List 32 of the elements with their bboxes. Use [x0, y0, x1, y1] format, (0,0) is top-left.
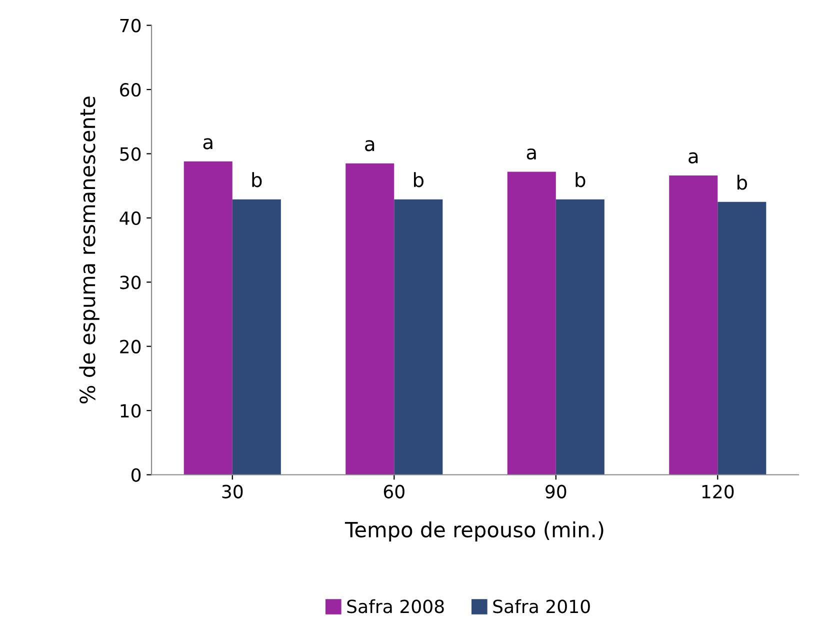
y-tick-label: 60 — [120, 82, 141, 97]
y-tick-label: 70 — [120, 18, 141, 32]
data-label: b — [252, 172, 262, 188]
data-label: a — [365, 140, 374, 152]
x-tick-label: 90 — [546, 484, 566, 498]
y-tick-label: 50 — [120, 147, 141, 161]
bar — [232, 199, 281, 475]
data-label: b — [738, 174, 748, 190]
data-label: a — [203, 138, 212, 150]
legend-label: Safra 2010 — [493, 599, 590, 614]
y-tick-label: 30 — [120, 276, 141, 290]
x-tick-label: 120 — [702, 484, 734, 498]
legend-label: Safra 2008 — [347, 599, 444, 614]
x-tick-label: 60 — [384, 484, 404, 498]
data-label: b — [414, 172, 424, 188]
bar — [346, 163, 394, 475]
data-label: a — [688, 152, 698, 164]
x-tick-label: 30 — [222, 484, 243, 498]
y-tick-label: 40 — [120, 211, 141, 226]
data-label: b — [576, 172, 586, 188]
bar — [184, 161, 232, 475]
bar — [556, 199, 604, 475]
bar — [718, 202, 766, 475]
bar — [507, 172, 556, 475]
data-label: a — [526, 148, 536, 160]
y-axis-title: % de espuma resmanescente — [79, 96, 100, 404]
y-tick-label: 0 — [131, 468, 141, 482]
x-axis-title: Tempo de repouso (min.) — [344, 521, 604, 542]
y-tick-label: 10 — [120, 404, 141, 418]
bar — [669, 176, 718, 475]
y-tick-label: 20 — [120, 340, 141, 354]
bar — [394, 199, 443, 475]
